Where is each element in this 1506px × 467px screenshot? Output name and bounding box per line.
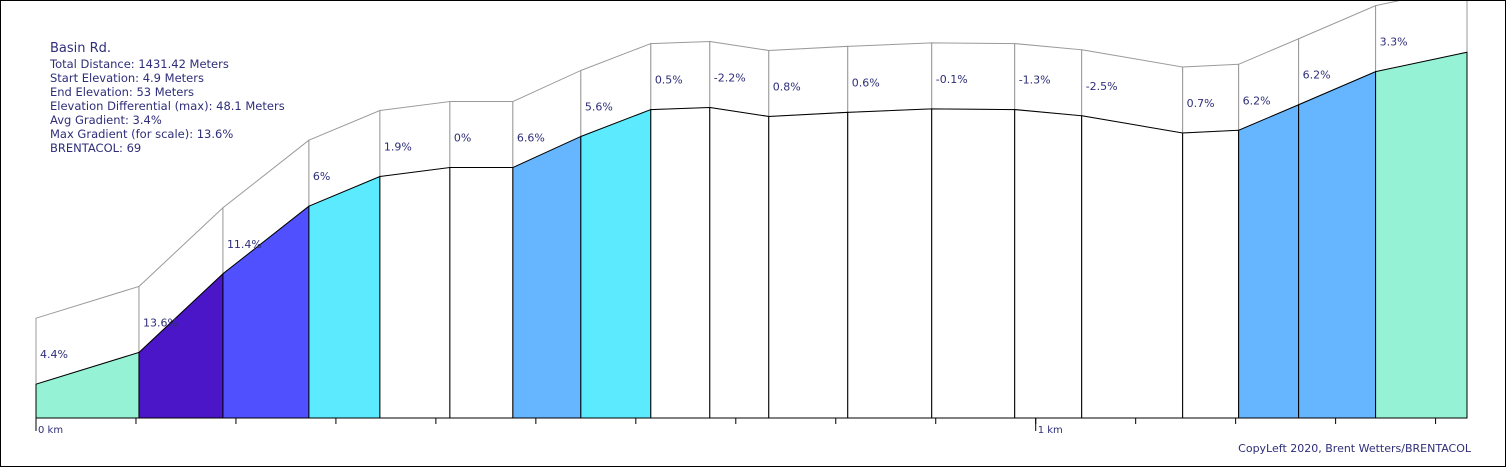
- gradient-label-3: 6%: [313, 170, 330, 183]
- elevation-segment-4: [379, 166, 451, 419]
- route-title: Basin Rd.: [50, 41, 112, 56]
- gradient-label-11: 0.6%: [852, 76, 880, 89]
- elevation-segment-8: [650, 106, 711, 419]
- elevation-segment-12: [931, 108, 1016, 419]
- elevation-segment-6: [512, 135, 582, 419]
- gradient-label-18: 3.3%: [1380, 36, 1408, 49]
- stat-total-distance: Total Distance: 1431.42 Meters: [50, 57, 229, 71]
- gradient-label-4: 1.9%: [384, 141, 412, 154]
- route-info: Basin Rd. Total Distance: 1431.42 Meters…: [50, 41, 285, 155]
- gradient-label-10: 0.8%: [773, 80, 801, 93]
- elevation-segment-18: [1375, 51, 1468, 419]
- gradient-label-15: 0.7%: [1187, 97, 1215, 110]
- gradient-label-0: 4.4%: [40, 348, 68, 361]
- stat-end-elevation: End Elevation: 53 Meters: [50, 85, 195, 99]
- gradient-label-8: 0.5%: [655, 74, 683, 87]
- elevation-segment-10: [768, 111, 849, 419]
- gradient-label-6: 6.6%: [517, 132, 545, 145]
- gradient-label-9: -2.2%: [714, 72, 746, 85]
- x-tick-label-0: 0 km: [38, 425, 63, 436]
- elevation-segment-13: [1014, 109, 1083, 419]
- gradient-label-7: 5.6%: [585, 100, 613, 113]
- elevation-segment-3: [308, 175, 381, 419]
- gradient-band-4: [379, 100, 451, 178]
- elevation-segment-7: [580, 108, 652, 419]
- stat-elevation-differential: Elevation Differential (max): 48.1 Meter…: [50, 99, 285, 113]
- gradient-label-2: 11.4%: [227, 238, 262, 251]
- x-tick-label-1: 1 km: [1038, 425, 1063, 436]
- gradient-label-17: 6.2%: [1303, 69, 1331, 82]
- elevation-segment-11: [847, 108, 933, 419]
- stat-max-gradient: Max Gradient (for scale): 13.6%: [50, 127, 234, 141]
- stat-avg-gradient: Avg Gradient: 3.4%: [50, 113, 162, 127]
- elevation-segment-5: [449, 167, 514, 419]
- gradient-label-16: 6.2%: [1243, 94, 1271, 107]
- copyleft-credit: CopyLeft 2020, Brent Wetters/BRENTACOL: [1238, 442, 1471, 455]
- gradient-label-5: 0%: [454, 132, 471, 145]
- elevation-segment-15: [1182, 129, 1240, 419]
- elevation-segment-14: [1081, 115, 1184, 419]
- elevation-segment-16: [1238, 103, 1300, 419]
- stat-start-elevation: Start Elevation: 4.9 Meters: [50, 71, 204, 85]
- stat-brentacol: BRENTACOL: 69: [50, 141, 142, 155]
- elevation-segment-9: [709, 106, 770, 419]
- gradient-label-13: -1.3%: [1019, 74, 1051, 87]
- gradient-label-12: -0.1%: [936, 73, 968, 86]
- elevation-segment-17: [1298, 70, 1377, 419]
- gradient-label-14: -2.5%: [1086, 80, 1118, 93]
- gradient-label-1: 13.6%: [143, 316, 178, 329]
